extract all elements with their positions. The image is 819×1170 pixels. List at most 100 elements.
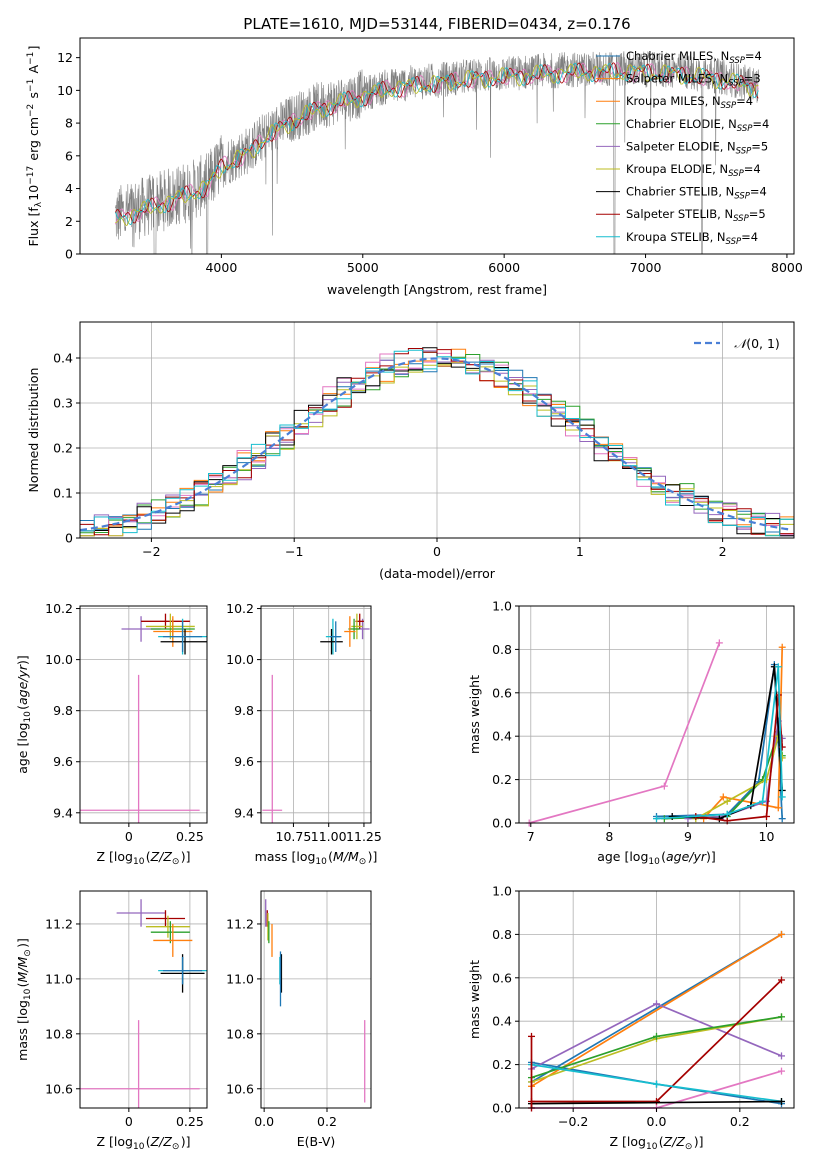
label-part: age/yr bbox=[666, 849, 707, 864]
y-tick-label: 0.2 bbox=[492, 1057, 512, 1072]
label-part: −1 bbox=[26, 52, 36, 65]
y-tick-label: 2 bbox=[65, 214, 73, 229]
label-part: Normed distribution bbox=[26, 368, 41, 493]
model-spectrum-line bbox=[114, 62, 759, 224]
legend-text: Salpeter ELODIE, N bbox=[626, 139, 736, 153]
x-axis-label: (data-model)/error bbox=[379, 566, 496, 581]
label-part: ( bbox=[661, 849, 666, 864]
x-tick-label: −1 bbox=[285, 544, 303, 559]
label-part: ⊙ bbox=[359, 857, 367, 867]
legend-entry: Chabrier ELODIE, NSSP=4 bbox=[626, 117, 769, 134]
error-bars bbox=[80, 613, 207, 823]
y-tick-label: 0.6 bbox=[492, 685, 512, 700]
legend-sub: SSP bbox=[734, 192, 750, 202]
label-part: age [ bbox=[15, 742, 30, 774]
x-tick-label: −0.2 bbox=[558, 1114, 588, 1129]
y-tick-label: 8 bbox=[65, 116, 73, 131]
legend-entry: Kroupa STELIB, NSSP=4 bbox=[626, 230, 758, 247]
label-part: age/yr bbox=[15, 664, 30, 705]
label-part: 10 bbox=[133, 857, 145, 867]
label-part: −2 bbox=[26, 104, 36, 117]
label-part: erg cm bbox=[26, 117, 41, 165]
y-tick-label: 12 bbox=[57, 50, 73, 65]
legend-text: Chabrier MILES, N bbox=[626, 49, 729, 63]
y-tick-label: 10.0 bbox=[226, 652, 254, 667]
label-part: )] bbox=[368, 849, 378, 864]
label-part: ( bbox=[659, 1134, 664, 1149]
y-tick-label: 0.6 bbox=[492, 970, 512, 985]
legend-sub: SSP bbox=[728, 79, 744, 89]
legend-text: Salpeter MILES, N bbox=[626, 72, 728, 86]
legend-text: =3 bbox=[744, 72, 761, 86]
legend-entry: Salpeter ELODIE, NSSP=5 bbox=[626, 139, 768, 156]
y-tick-label: 10.2 bbox=[45, 601, 73, 616]
label-part: mass weight bbox=[467, 675, 482, 754]
error-bars bbox=[80, 899, 207, 1108]
legend-entry: Chabrier MILES, NSSP=4 bbox=[626, 49, 762, 66]
y-tick-label: 10.2 bbox=[226, 601, 254, 616]
weight-series-line bbox=[531, 1100, 782, 1105]
y-tick-label: 11.0 bbox=[226, 971, 254, 986]
label-part: 10 bbox=[26, 185, 41, 201]
label-part: ⊙ bbox=[23, 949, 33, 957]
x-axis-label: Z [log10 (Z/Z⊙ )] bbox=[97, 1134, 191, 1152]
y-tick-label: 0.4 bbox=[53, 351, 73, 366]
y-tick-label: 0.4 bbox=[492, 1014, 512, 1029]
axes-frame bbox=[79, 890, 208, 1109]
y-axis-label: mass weight bbox=[467, 960, 482, 1039]
weight-lines bbox=[525, 639, 786, 827]
label-part: ⊙ bbox=[172, 857, 180, 867]
label-part: log bbox=[15, 723, 30, 742]
label-part: 10 bbox=[648, 857, 660, 867]
y-tick-label: 10.0 bbox=[45, 652, 73, 667]
y-tick-label: 0.4 bbox=[492, 729, 512, 744]
legend-text: Salpeter STELIB, N bbox=[626, 207, 733, 221]
legend-entry: Kroupa MILES, NSSP=4 bbox=[626, 94, 753, 111]
legend-text: =5 bbox=[749, 207, 766, 221]
y-tick-label: 10.8 bbox=[226, 1026, 254, 1041]
y-tick-label: 0.8 bbox=[492, 927, 512, 942]
normal-curve bbox=[80, 357, 792, 532]
y-tick-label: 11.2 bbox=[45, 916, 73, 931]
label-part: 10 bbox=[315, 857, 327, 867]
label-part: mass [ bbox=[15, 1019, 30, 1061]
x-tick-label: 1 bbox=[576, 544, 584, 559]
label-part: Z [ bbox=[97, 849, 114, 864]
label-part: ⊙ bbox=[172, 1142, 180, 1152]
y-axis-label: mass weight bbox=[467, 675, 482, 754]
x-tick-label: 4000 bbox=[205, 260, 237, 275]
y-tick-label: 0 bbox=[65, 247, 73, 262]
x-tick-label: 6000 bbox=[488, 260, 520, 275]
label-part: log bbox=[114, 1134, 133, 1149]
y-tick-label: 11.0 bbox=[45, 971, 73, 986]
x-tick-label: 0.2 bbox=[730, 1114, 750, 1129]
legend-sub: SSP bbox=[733, 214, 749, 224]
label-part: mass [ bbox=[255, 849, 297, 864]
axes-frame bbox=[260, 605, 372, 824]
legend-text: Chabrier STELIB, N bbox=[626, 185, 734, 199]
label-part: A bbox=[26, 64, 41, 77]
label-part: ( bbox=[146, 849, 151, 864]
label-part: )] bbox=[15, 655, 30, 665]
label-part: log bbox=[114, 849, 133, 864]
y-tick-label: 10.6 bbox=[226, 1081, 254, 1096]
label-part: (data-model)/error bbox=[379, 566, 496, 581]
x-tick-label: 0.25 bbox=[176, 1114, 204, 1129]
histogram-series bbox=[80, 349, 794, 537]
y-tick-label: 11.2 bbox=[226, 916, 254, 931]
label-part: 10 bbox=[23, 988, 33, 1000]
legend-text: Kroupa ELODIE, N bbox=[626, 162, 728, 176]
legend-entry: Salpeter STELIB, NSSP=5 bbox=[626, 207, 766, 224]
label-part: ( bbox=[15, 982, 30, 987]
label-part: ( bbox=[15, 705, 30, 710]
y-tick-label: 0.8 bbox=[492, 642, 512, 657]
weight-series-line bbox=[528, 642, 721, 824]
label-part: 10 bbox=[133, 1142, 145, 1152]
y-tick-label: 0.2 bbox=[53, 441, 73, 456]
model-spectrum-line bbox=[115, 63, 759, 226]
label-part: wavelength [Angstrom, rest frame] bbox=[327, 282, 547, 297]
y-tick-label: 0 bbox=[65, 531, 73, 546]
y-tick-label: 9.4 bbox=[234, 805, 254, 820]
y-axis-label: Normed distribution bbox=[26, 368, 41, 493]
label-part: )] bbox=[694, 1134, 704, 1149]
